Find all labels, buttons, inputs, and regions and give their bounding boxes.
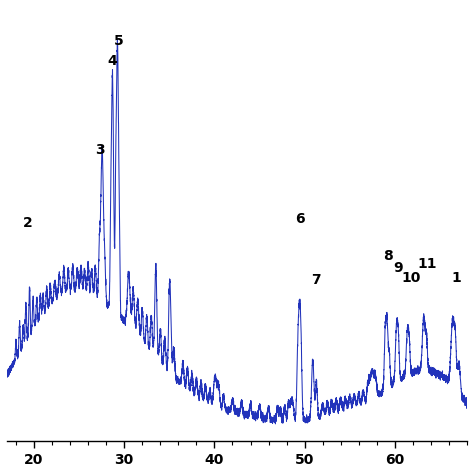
Text: 5: 5 xyxy=(113,34,123,47)
Text: 2: 2 xyxy=(23,216,33,230)
Text: 1: 1 xyxy=(451,271,461,285)
Text: 11: 11 xyxy=(418,257,437,271)
Text: 3: 3 xyxy=(95,143,105,157)
Text: 9: 9 xyxy=(394,261,403,275)
Text: 6: 6 xyxy=(295,212,305,226)
Text: 10: 10 xyxy=(401,271,421,285)
Text: 8: 8 xyxy=(383,249,392,263)
Text: 4: 4 xyxy=(107,54,117,68)
Text: 7: 7 xyxy=(311,273,321,287)
